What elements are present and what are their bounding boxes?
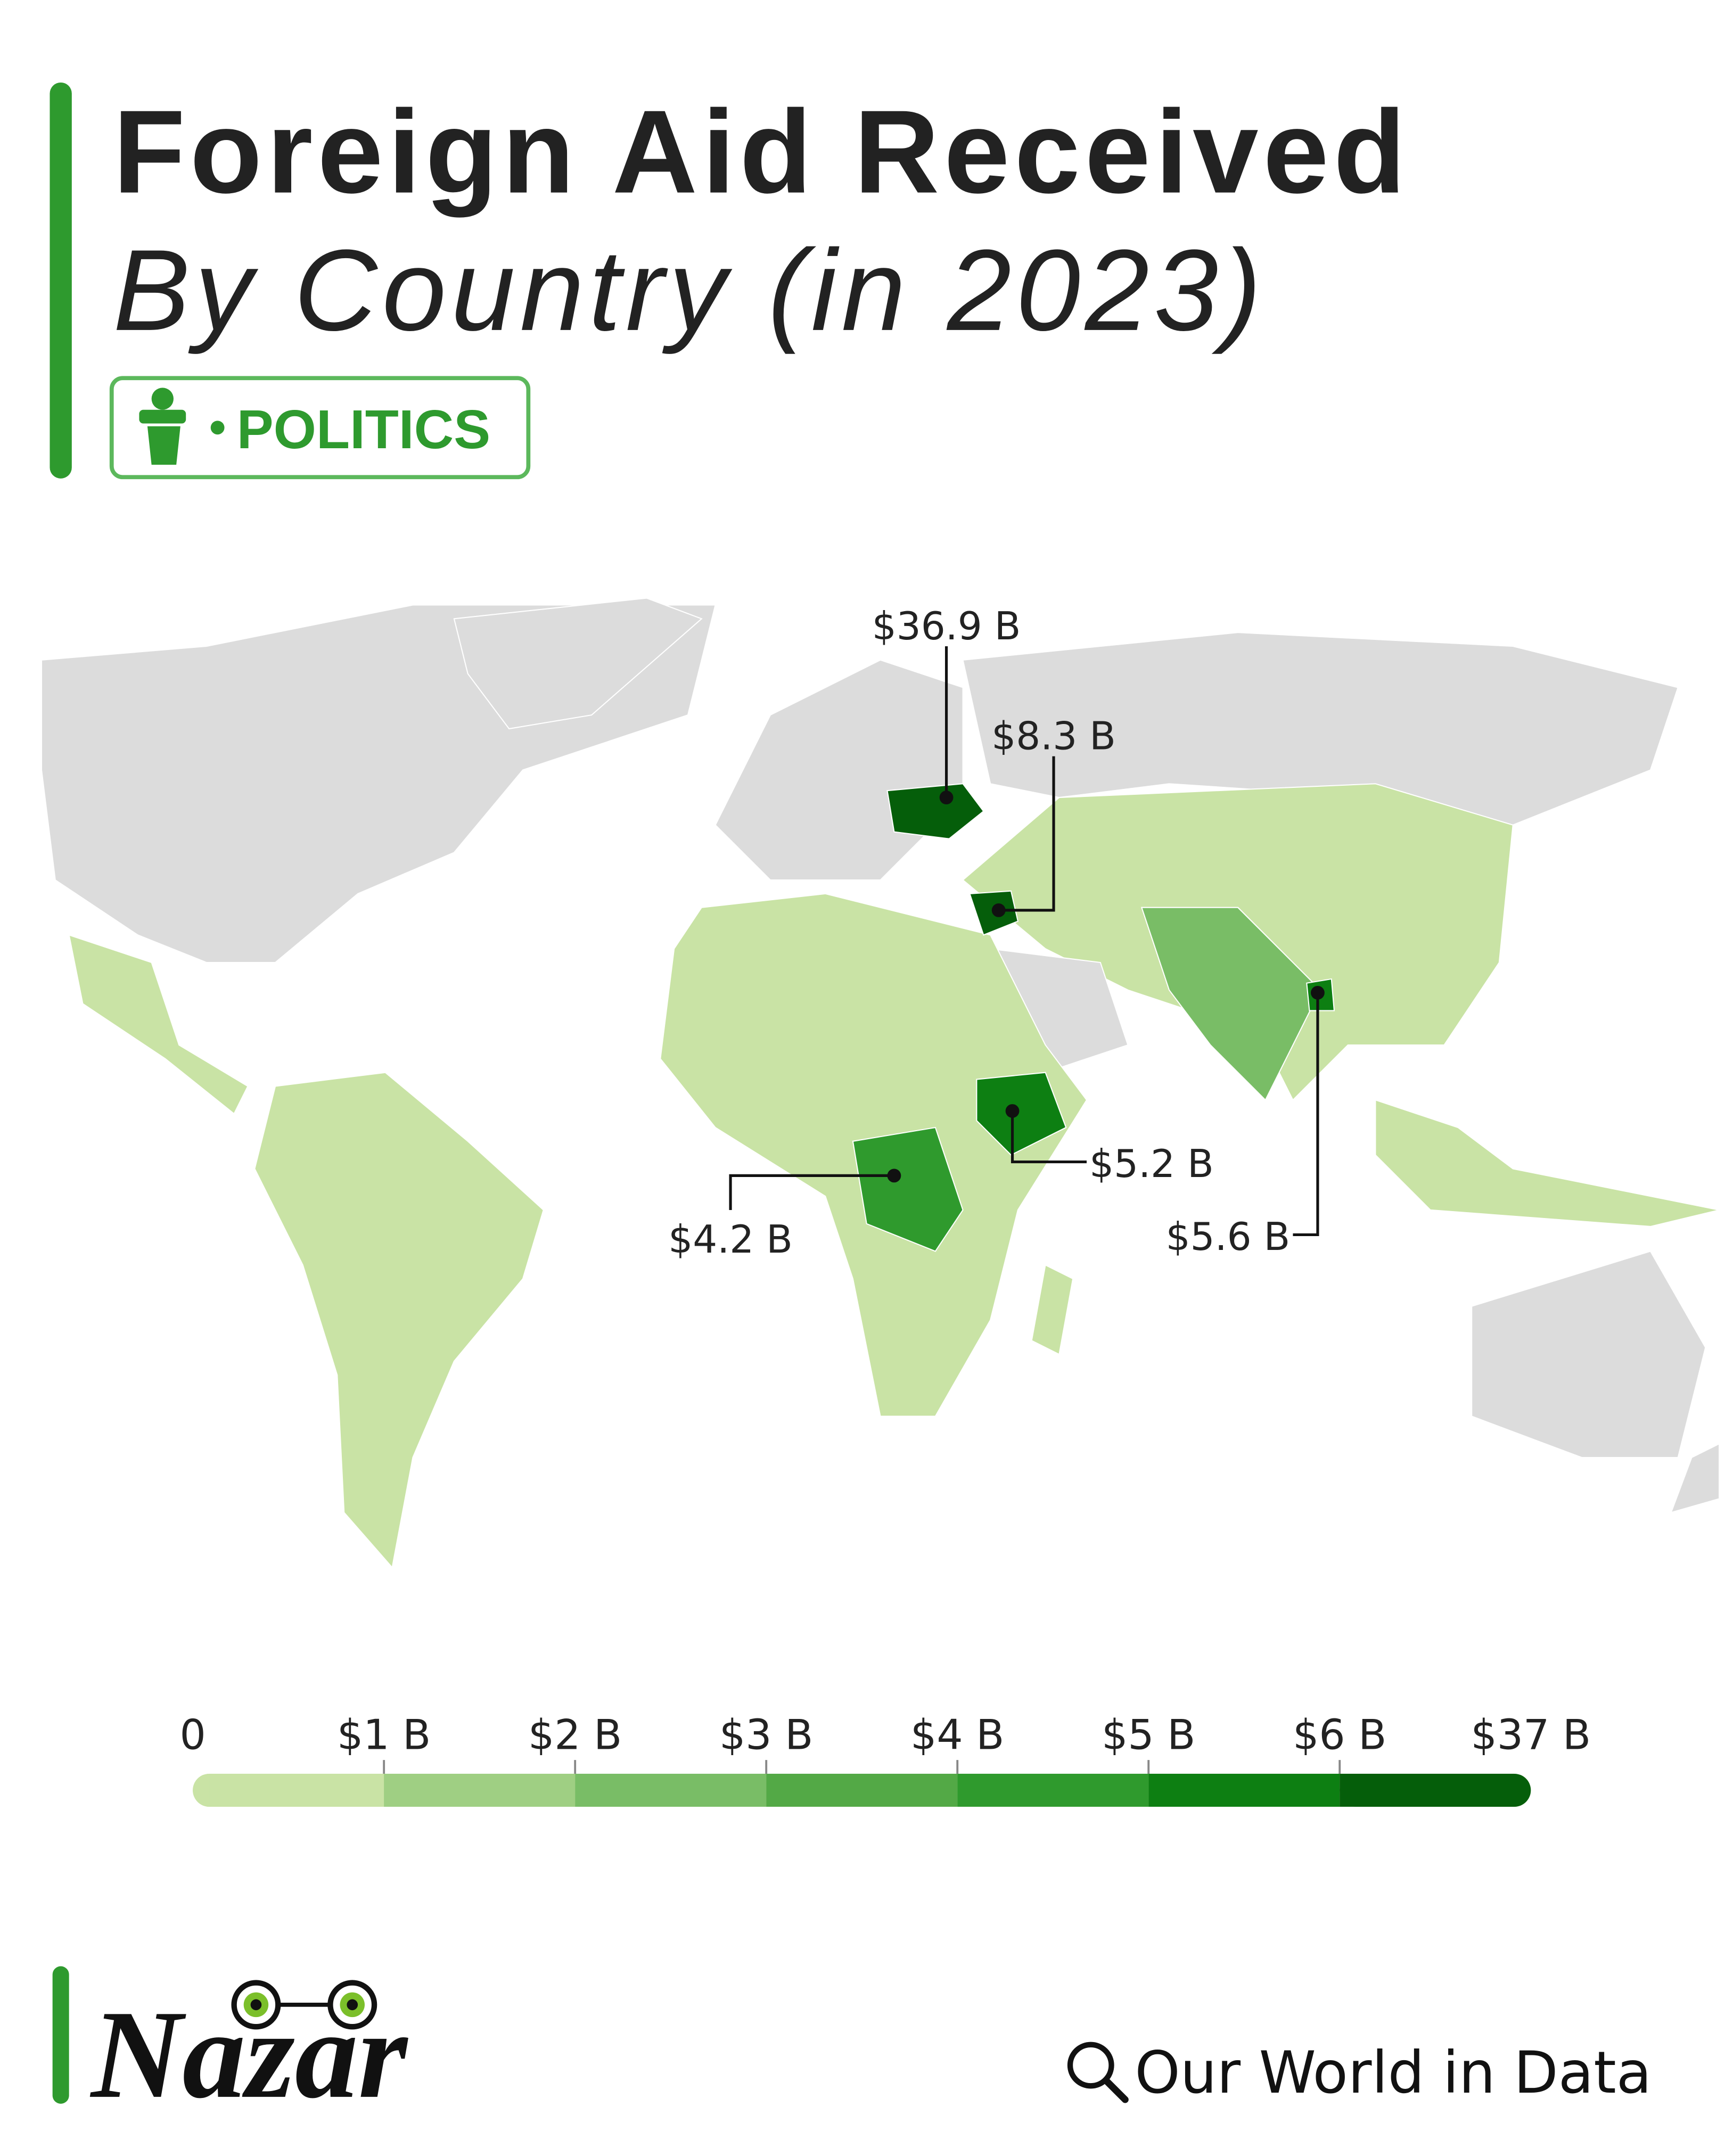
legend-tick-label: $5 B — [1102, 1711, 1195, 1759]
callout-label: $36.9 B — [872, 604, 1021, 649]
country — [852, 1126, 964, 1252]
legend-swatch — [209, 1773, 384, 1807]
callout-dot — [991, 903, 1006, 917]
legend: 0 $1 B $2 B $3 B $4 B $5 B $6 B $37 B — [179, 1711, 1591, 1807]
legend-swatch — [575, 1773, 767, 1807]
tag-badge: POLITICS — [109, 376, 531, 480]
world-map — [40, 597, 1720, 1569]
leader-line — [1293, 992, 1319, 1237]
tag: POLITICS — [237, 398, 490, 460]
legend-tick-label: $2 B — [528, 1711, 622, 1759]
country — [976, 1072, 1067, 1156]
legend-tick-label: $3 B — [719, 1711, 813, 1759]
source-text: Our World in Data — [1135, 2039, 1652, 2106]
callout-dot — [887, 1168, 901, 1183]
logo: Nazar — [52, 1966, 409, 2125]
country — [886, 783, 984, 840]
annotations: $36.9 B $8.3 B $5.2 B $4.2 B $5.6 B — [668, 604, 1335, 1262]
leader-line — [1011, 1110, 1087, 1164]
subtitle: By Country (in 2023) — [113, 226, 1261, 355]
callout-label: $4.2 B — [668, 1217, 793, 1262]
title: Foreign Aid Received — [113, 86, 1406, 218]
callout-label: $8.3 B — [991, 714, 1116, 759]
legend-swatch — [384, 1773, 576, 1807]
callout-dot — [939, 791, 954, 805]
source: Our World in Data — [1067, 2039, 1652, 2106]
legend-swatch — [957, 1773, 1149, 1807]
logo-text: Nazar — [89, 1985, 409, 2125]
leader-line — [998, 756, 1055, 912]
legend-tick-label: $37 B — [1471, 1711, 1591, 1759]
callout-dot — [1005, 1104, 1020, 1118]
legend-tick-label: $6 B — [1293, 1711, 1386, 1759]
legend-tick-label: 0 — [179, 1711, 206, 1759]
legend-swatch — [1340, 1773, 1515, 1807]
leader-line — [729, 1174, 894, 1210]
callout-label: $5.6 B — [1166, 1215, 1291, 1260]
accent-bar — [50, 82, 72, 479]
legend-swatch — [1148, 1773, 1340, 1807]
legend-swatch — [766, 1773, 958, 1807]
callout-label: $5.2 B — [1089, 1142, 1214, 1187]
callout-dot — [1311, 985, 1325, 1000]
legend-tick-label: $4 B — [910, 1711, 1004, 1759]
legend-tick-label: $1 B — [337, 1711, 431, 1759]
